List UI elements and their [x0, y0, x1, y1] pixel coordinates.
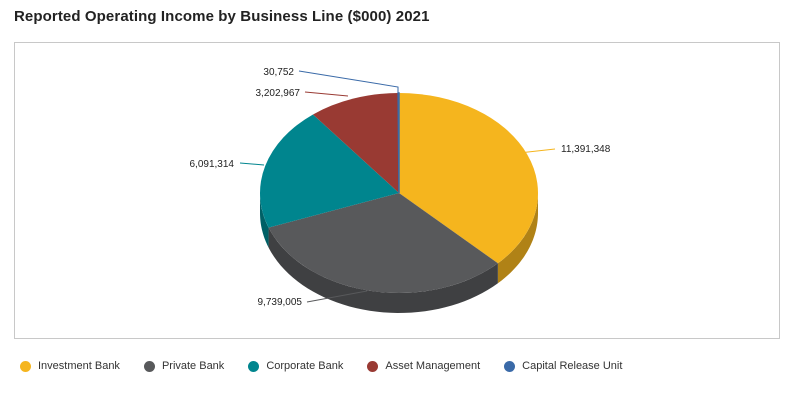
legend-swatch-corporate-bank [248, 360, 260, 372]
pie-side-corporate-bank [260, 193, 269, 248]
legend-swatch-investment-bank [20, 360, 31, 372]
pie-slice-private-bank [268, 193, 498, 293]
pie-slice-asset-management [312, 93, 399, 193]
value-label-asset-management: 3,202,967 [256, 88, 301, 99]
value-label-investment-bank: 11,391,348 [561, 144, 611, 155]
legend-item-private-bank: Private Bank [143, 360, 225, 372]
pie-side-investment-bank [497, 193, 538, 284]
pie-slice-corporate-bank [259, 114, 399, 228]
legend-label-capital-release-unit: Capital Release Unit [522, 360, 623, 372]
leader-line-corporate-bank [239, 162, 265, 166]
legend-item-asset-management: Asset Management [367, 360, 480, 372]
legend-swatch-private-bank [143, 360, 155, 372]
legend-swatch-capital-release-unit [504, 360, 516, 372]
pie-slice-investment-bank [399, 93, 538, 264]
legend-item-corporate-bank: Corporate Bank [248, 360, 343, 372]
value-label-private-bank: 9,739,005 [258, 297, 303, 308]
leader-line-private-bank [306, 290, 368, 303]
leader-line-capital-release-unit [298, 70, 399, 93]
legend-label-investment-bank: Investment Bank [38, 360, 120, 372]
pie-chart: 11,391,348 9,739,005 6,091,314 3,202,967 30,… [190, 67, 611, 313]
pie-slice-capital-release-unit [397, 92, 400, 194]
legend-label-corporate-bank: Corporate Bank [266, 360, 344, 372]
data-labels: 11,391,348 9,739,005 6,091,314 3,202,967 30,… [190, 67, 611, 308]
legend-item-capital-release-unit: Capital Release Unit [504, 360, 622, 372]
value-label-capital-release-unit: 30,752 [263, 67, 294, 78]
pie-slices [259, 92, 538, 293]
legend-item-investment-bank: Investment Bank [20, 360, 120, 372]
leader-line-investment-bank [518, 148, 556, 154]
chart-title: Reported Operating Income by Business Li… [14, 8, 430, 25]
legend: Investment Bank Private Bank Corporate Ban… [20, 358, 646, 374]
leader-line-asset-management [304, 91, 349, 97]
pie-side-walls [260, 193, 538, 313]
pie-side-private-bank [268, 227, 498, 313]
legend-label-asset-management: Asset Management [385, 360, 481, 372]
chart-area: 11,391,348 9,739,005 6,091,314 3,202,967 30,… [14, 42, 780, 339]
legend-label-private-bank: Private Bank [161, 360, 225, 372]
legend-swatch-asset-management [367, 360, 379, 372]
value-label-corporate-bank: 6,091,314 [190, 159, 235, 170]
